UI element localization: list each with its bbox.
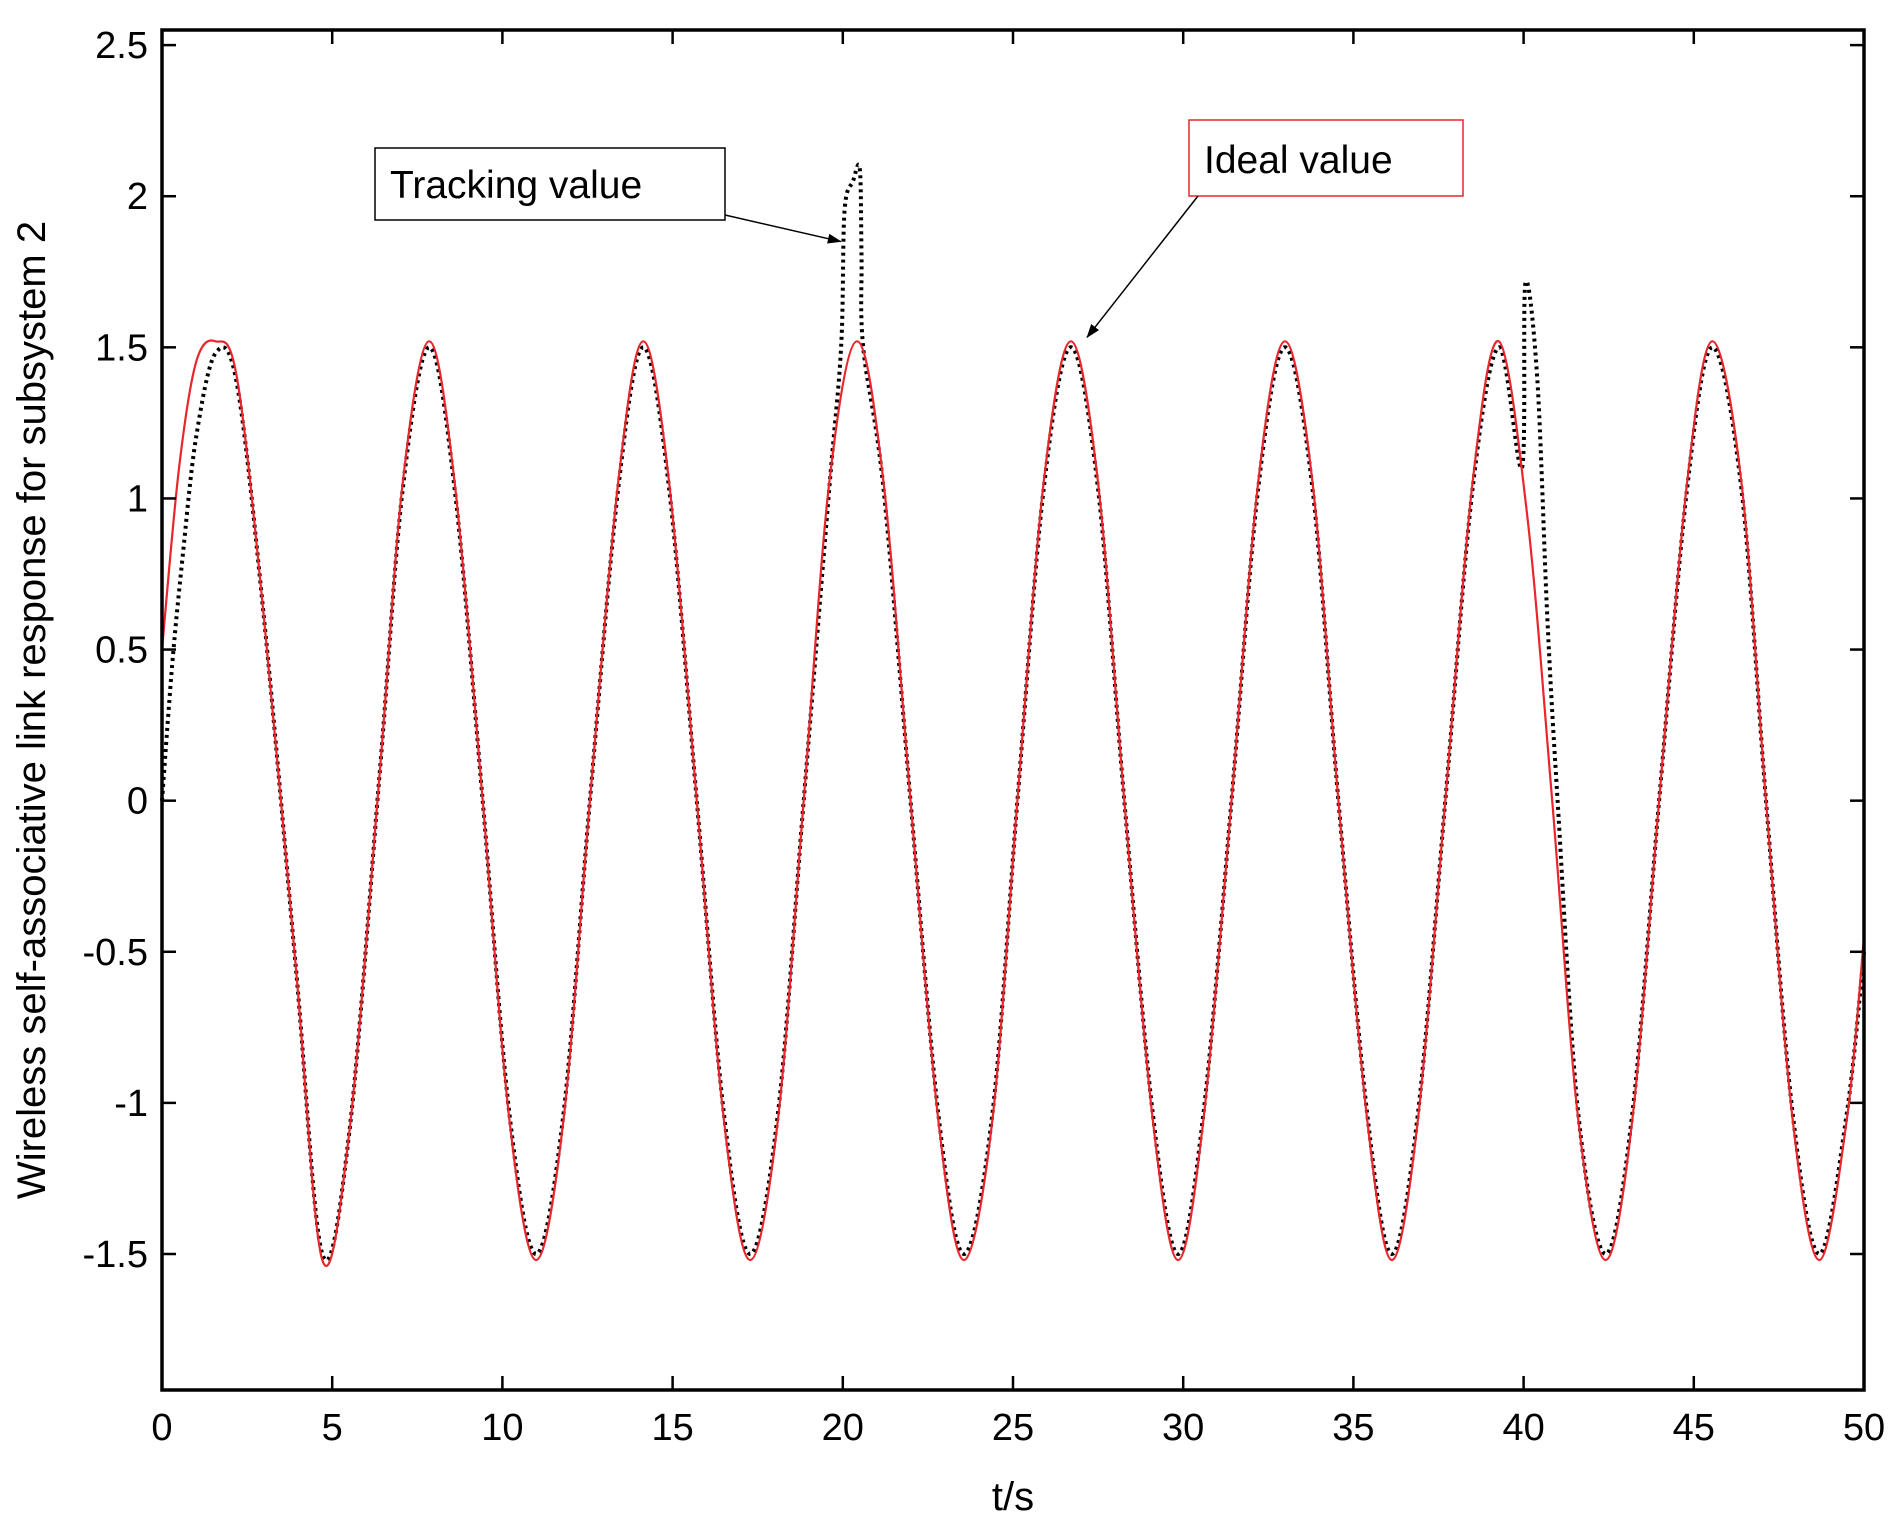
annotation-tracking-value: Tracking value bbox=[374, 147, 842, 244]
x-tick-label: 0 bbox=[151, 1407, 172, 1449]
y-tick-label: 1 bbox=[127, 478, 148, 520]
annotation-tracking-arrow bbox=[724, 214, 842, 244]
y-tick-label: -1.5 bbox=[83, 1234, 148, 1276]
y-tick-label: -1 bbox=[114, 1083, 148, 1125]
series-layer bbox=[160, 162, 1866, 1268]
plot-background bbox=[162, 30, 1864, 1390]
x-tick-label: 30 bbox=[1162, 1407, 1204, 1449]
x-tick-label: 50 bbox=[1843, 1407, 1885, 1449]
x-tick-label: 35 bbox=[1332, 1407, 1374, 1449]
x-tick-label: 40 bbox=[1502, 1407, 1544, 1449]
x-tick-label: 10 bbox=[481, 1407, 523, 1449]
x-tick-label: 45 bbox=[1673, 1407, 1715, 1449]
annotation-tracking-text: Tracking value bbox=[390, 164, 642, 207]
annotation-ideal-box bbox=[1188, 119, 1464, 197]
plot-frame bbox=[160, 28, 1866, 1392]
x-axis-label: t/s bbox=[992, 1475, 1034, 1519]
annotation-tracking-box bbox=[374, 147, 726, 221]
ticks-layer: 0 5 10 15 20 25 30 35 40 45 50 -1.5 -1 -0.5 0 0.5 1 1.5 2 2… bbox=[83, 25, 1886, 1449]
annotation-ideal-value: Ideal value bbox=[1086, 119, 1464, 339]
y-tick-label: 0.5 bbox=[95, 630, 148, 672]
annotation-ideal-arrow bbox=[1086, 195, 1199, 339]
y-tick-label: 2 bbox=[127, 176, 148, 218]
x-tick-label: 25 bbox=[992, 1407, 1034, 1449]
x-tick-label: 15 bbox=[651, 1407, 693, 1449]
annotation-layer: Tracking value Ideal value bbox=[374, 119, 1464, 339]
annotation-ideal-text: Ideal value bbox=[1204, 139, 1393, 182]
y-tick-label: 2.5 bbox=[95, 25, 148, 67]
y-axis-label: Wireless self-associative link response … bbox=[10, 221, 54, 1199]
x-tick-label: 5 bbox=[322, 1407, 343, 1449]
y-tick-label: 1.5 bbox=[95, 327, 148, 369]
y-tick-label: -0.5 bbox=[83, 932, 148, 974]
y-tick-label: 0 bbox=[127, 781, 148, 823]
series-line-ideal-value bbox=[160, 339, 1866, 1268]
x-tick-label: 20 bbox=[822, 1407, 864, 1449]
